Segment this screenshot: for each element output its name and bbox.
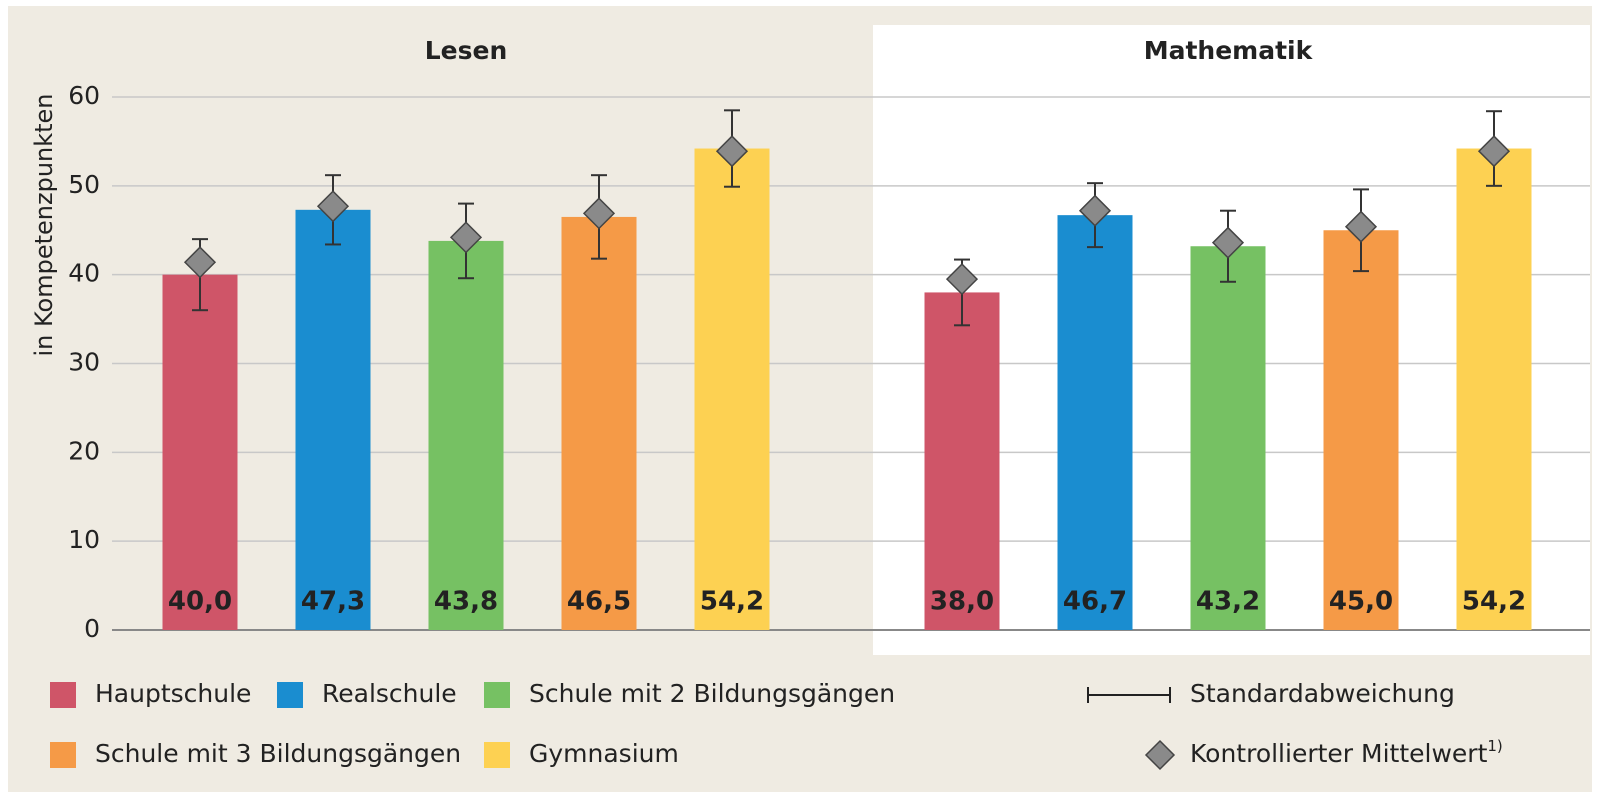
legend-label: Standardabweichung	[1190, 679, 1455, 708]
legend-label-text: Kontrollierter Mittelwert	[1190, 739, 1488, 768]
legend-symbols	[1087, 687, 1176, 771]
y-tick-label: 40	[68, 259, 100, 288]
y-tick-label: 0	[84, 614, 100, 643]
value-label: 40,0	[168, 587, 232, 617]
controlled-mean	[945, 263, 979, 296]
legend-label: Schule mit 3 Bildungsgängen	[95, 739, 461, 768]
value-label: 54,2	[1462, 587, 1526, 617]
controlled-mean	[183, 246, 217, 279]
y-tick-label: 60	[68, 81, 100, 110]
bar	[1190, 246, 1266, 631]
legend-note: 1)	[1487, 737, 1502, 755]
legend-label: Gymnasium	[529, 739, 679, 768]
controlled-mean	[715, 135, 749, 168]
bar	[561, 216, 637, 631]
legend-label: Schule mit 2 Bildungsgängen	[529, 679, 895, 708]
value-label: 46,5	[567, 587, 631, 617]
value-label: 38,0	[930, 587, 994, 617]
bar	[1456, 148, 1532, 631]
bar	[1057, 215, 1133, 631]
panel-title: Mathematik	[1144, 36, 1314, 65]
bar	[694, 148, 770, 631]
legend-swatch	[50, 682, 76, 708]
legend-label: Kontrollierter Mittelwert1)	[1190, 737, 1503, 769]
bar	[162, 274, 238, 630]
controlled-mean	[582, 197, 616, 230]
legend-label: Realschule	[322, 679, 457, 708]
controlled-mean	[449, 221, 483, 254]
value-label: 46,7	[1063, 587, 1127, 617]
y-tick-label: 50	[68, 170, 100, 199]
legend-swatch	[484, 742, 510, 768]
bar	[924, 292, 1000, 630]
bar	[428, 240, 504, 630]
value-label: 54,2	[700, 587, 764, 617]
legend-swatch	[484, 682, 510, 708]
y-tick-label: 30	[68, 348, 100, 377]
controlled-mean	[316, 190, 350, 223]
bar	[1323, 230, 1399, 630]
controlled-mean	[1078, 194, 1112, 227]
value-label: 47,3	[301, 587, 365, 617]
legend-swatch	[277, 682, 303, 708]
value-label: 45,0	[1329, 587, 1393, 617]
legend-label: Hauptschule	[95, 679, 251, 708]
controlled-mean	[1477, 135, 1511, 168]
controlled-mean	[1344, 210, 1378, 243]
legend-swatch	[50, 742, 76, 768]
bar	[295, 209, 371, 630]
y-tick-label: 20	[68, 436, 100, 465]
legend-diamond	[1144, 739, 1176, 771]
value-label: 43,2	[1196, 587, 1260, 617]
controlled-mean	[1211, 226, 1245, 259]
y-tick-label: 10	[68, 525, 100, 554]
y-axis-label: in Kompetenzpunkten	[30, 93, 58, 356]
panel-title: Lesen	[425, 36, 508, 65]
value-label: 43,8	[434, 587, 498, 617]
